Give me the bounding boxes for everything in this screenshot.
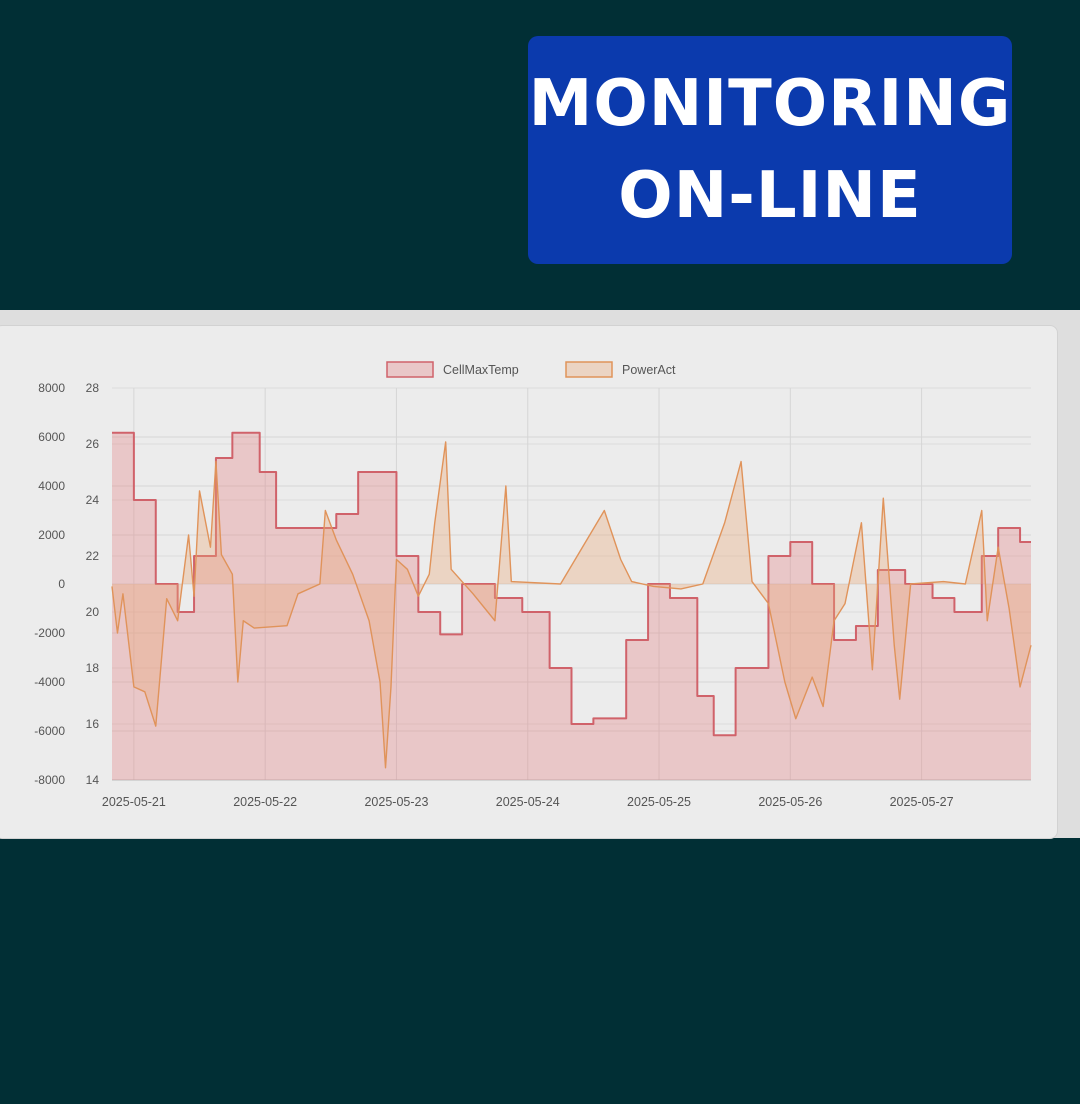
x-tick-label: 2025-05-27 [890,795,954,809]
y-right-tick-label: 16 [86,717,100,731]
banner-title-line1: MONITORING [528,67,1012,141]
y-left-tick-label: 4000 [38,479,65,493]
y-left-tick-label: 2000 [38,528,65,542]
y-right-tick-label: 20 [86,605,100,619]
banner-title-line2: ON-LINE [618,159,922,233]
legend-label-poweract: PowerAct [622,363,676,377]
x-tick-label: 2025-05-21 [102,795,166,809]
series-line-cellmaxtemp [112,431,1031,737]
x-tick-label: 2025-05-24 [496,795,560,809]
y-left-tick-label: -4000 [34,675,65,689]
x-tick-label: 2025-05-22 [233,795,297,809]
series-area-poweract [112,441,1031,768]
y-right-tick-label: 26 [86,437,100,451]
y-left-tick-label: -8000 [34,773,65,787]
y-left-tick-label: 6000 [38,430,65,444]
y-left-tick-label: 8000 [38,381,65,395]
series-area-cellmaxtemp [112,432,1031,780]
x-tick-label: 2025-05-23 [364,795,428,809]
y-left-tick-label: -6000 [34,724,65,738]
y-right-tick-label: 18 [86,661,100,675]
y-right-tick-label: 22 [86,549,100,563]
legend-label-cellmaxtemp: CellMaxTemp [443,363,519,377]
chart-card: 8000 6000 4000 2000 0 -2000 -4000 -6000 -8000 28 2… [0,325,1058,839]
y-right-tick-label: 24 [86,493,100,507]
series-line-poweract [111,441,1032,769]
time-series-chart: 8000 6000 4000 2000 0 -2000 -4000 -6000 -8000 28 2… [34,361,1032,809]
y-right-tick-label: 14 [86,773,100,787]
y-left-tick-label: 0 [58,577,65,591]
y-right-tick-label: 28 [86,381,100,395]
legend-swatch-cellmaxtemp [386,361,434,378]
x-tick-label: 2025-05-26 [758,795,822,809]
monitoring-banner: MONITORING ON-LINE [528,36,1012,264]
legend-swatch-poweract [565,361,613,378]
x-tick-label: 2025-05-25 [627,795,691,809]
y-left-tick-label: -2000 [34,626,65,640]
